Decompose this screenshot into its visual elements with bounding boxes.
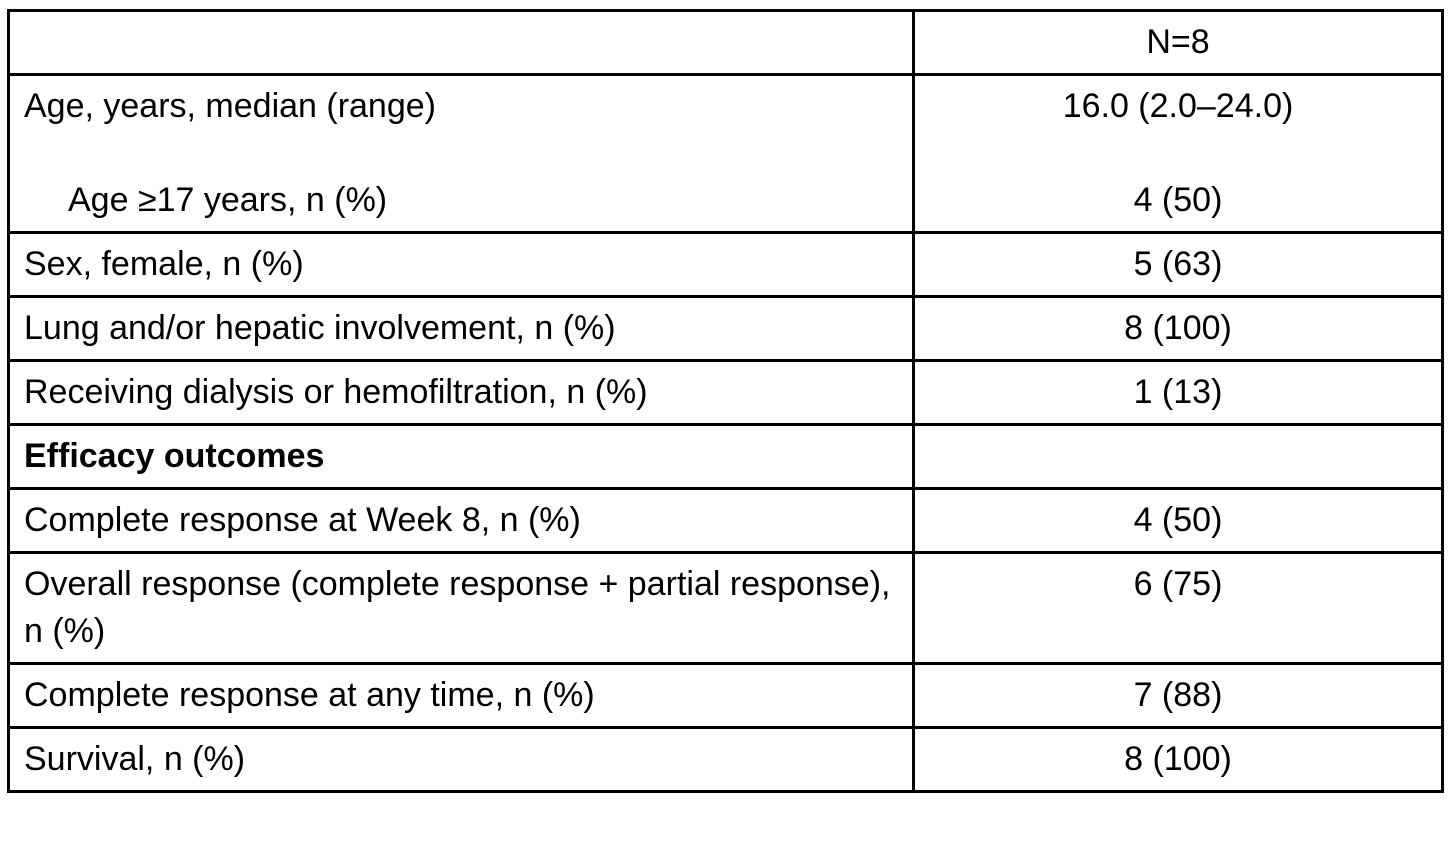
overall-response-label-cell: Overall response (complete response + pa… (7, 551, 915, 665)
table-row-complete-response-week8: Complete response at Week 8, n (%) 4 (50… (7, 487, 1444, 554)
age-median-value: 16.0 (2.0–24.0) (1062, 87, 1294, 125)
table-row-survival: Survival, n (%) 8 (100) (7, 726, 1444, 793)
table-row-sex: Sex, female, n (%) 5 (63) (7, 231, 1444, 298)
cr-week8-label-cell: Complete response at Week 8, n (%) (7, 487, 915, 554)
efficacy-section-value-cell (912, 423, 1444, 490)
lung-label-cell: Lung and/or hepatic involvement, n (%) (7, 295, 915, 362)
lung-value-cell: 8 (100) (912, 295, 1444, 362)
table-row-overall-response: Overall response (complete response + pa… (7, 551, 1444, 665)
sex-value-cell: 5 (63) (912, 231, 1444, 298)
survival-value-cell: 8 (100) (912, 726, 1444, 793)
survival-label-cell: Survival, n (%) (7, 726, 915, 793)
blank-line (24, 130, 898, 177)
table-row-dialysis: Receiving dialysis or hemofiltration, n … (7, 359, 1444, 426)
age-median-label: Age, years, median (range) (24, 87, 436, 125)
blank-line (929, 130, 1427, 177)
table-row-lung-hepatic: Lung and/or hepatic involvement, n (%) 8… (7, 295, 1444, 362)
overall-response-value-cell: 6 (75) (912, 551, 1444, 665)
header-n-cell: N=8 (912, 9, 1444, 76)
cr-anytime-label-cell: Complete response at any time, n (%) (7, 662, 915, 729)
dialysis-value-cell: 1 (13) (912, 359, 1444, 426)
cr-anytime-value-cell: 7 (88) (912, 662, 1444, 729)
table-row-efficacy-outcomes: Efficacy outcomes (7, 423, 1444, 490)
sex-label-cell: Sex, female, n (%) (7, 231, 915, 298)
patient-characteristics-table: N=8 Age, years, median (range) Age ≥17 y… (7, 9, 1444, 793)
table-header-row: N=8 (7, 9, 1444, 76)
table-row-complete-response-anytime: Complete response at any time, n (%) 7 (… (7, 662, 1444, 729)
cr-week8-value-cell: 4 (50) (912, 487, 1444, 554)
age-value-cell: 16.0 (2.0–24.0) 4 (50) (912, 73, 1444, 234)
table-row-age: Age, years, median (range) Age ≥17 years… (7, 73, 1444, 234)
age-ge17-value: 4 (50) (1133, 181, 1223, 219)
dialysis-label-cell: Receiving dialysis or hemofiltration, n … (7, 359, 915, 426)
header-empty-cell (7, 9, 915, 76)
efficacy-section-label-cell: Efficacy outcomes (7, 423, 915, 490)
age-ge17-label: Age ≥17 years, n (%) (68, 181, 388, 219)
age-label-cell: Age, years, median (range) Age ≥17 years… (7, 73, 915, 234)
